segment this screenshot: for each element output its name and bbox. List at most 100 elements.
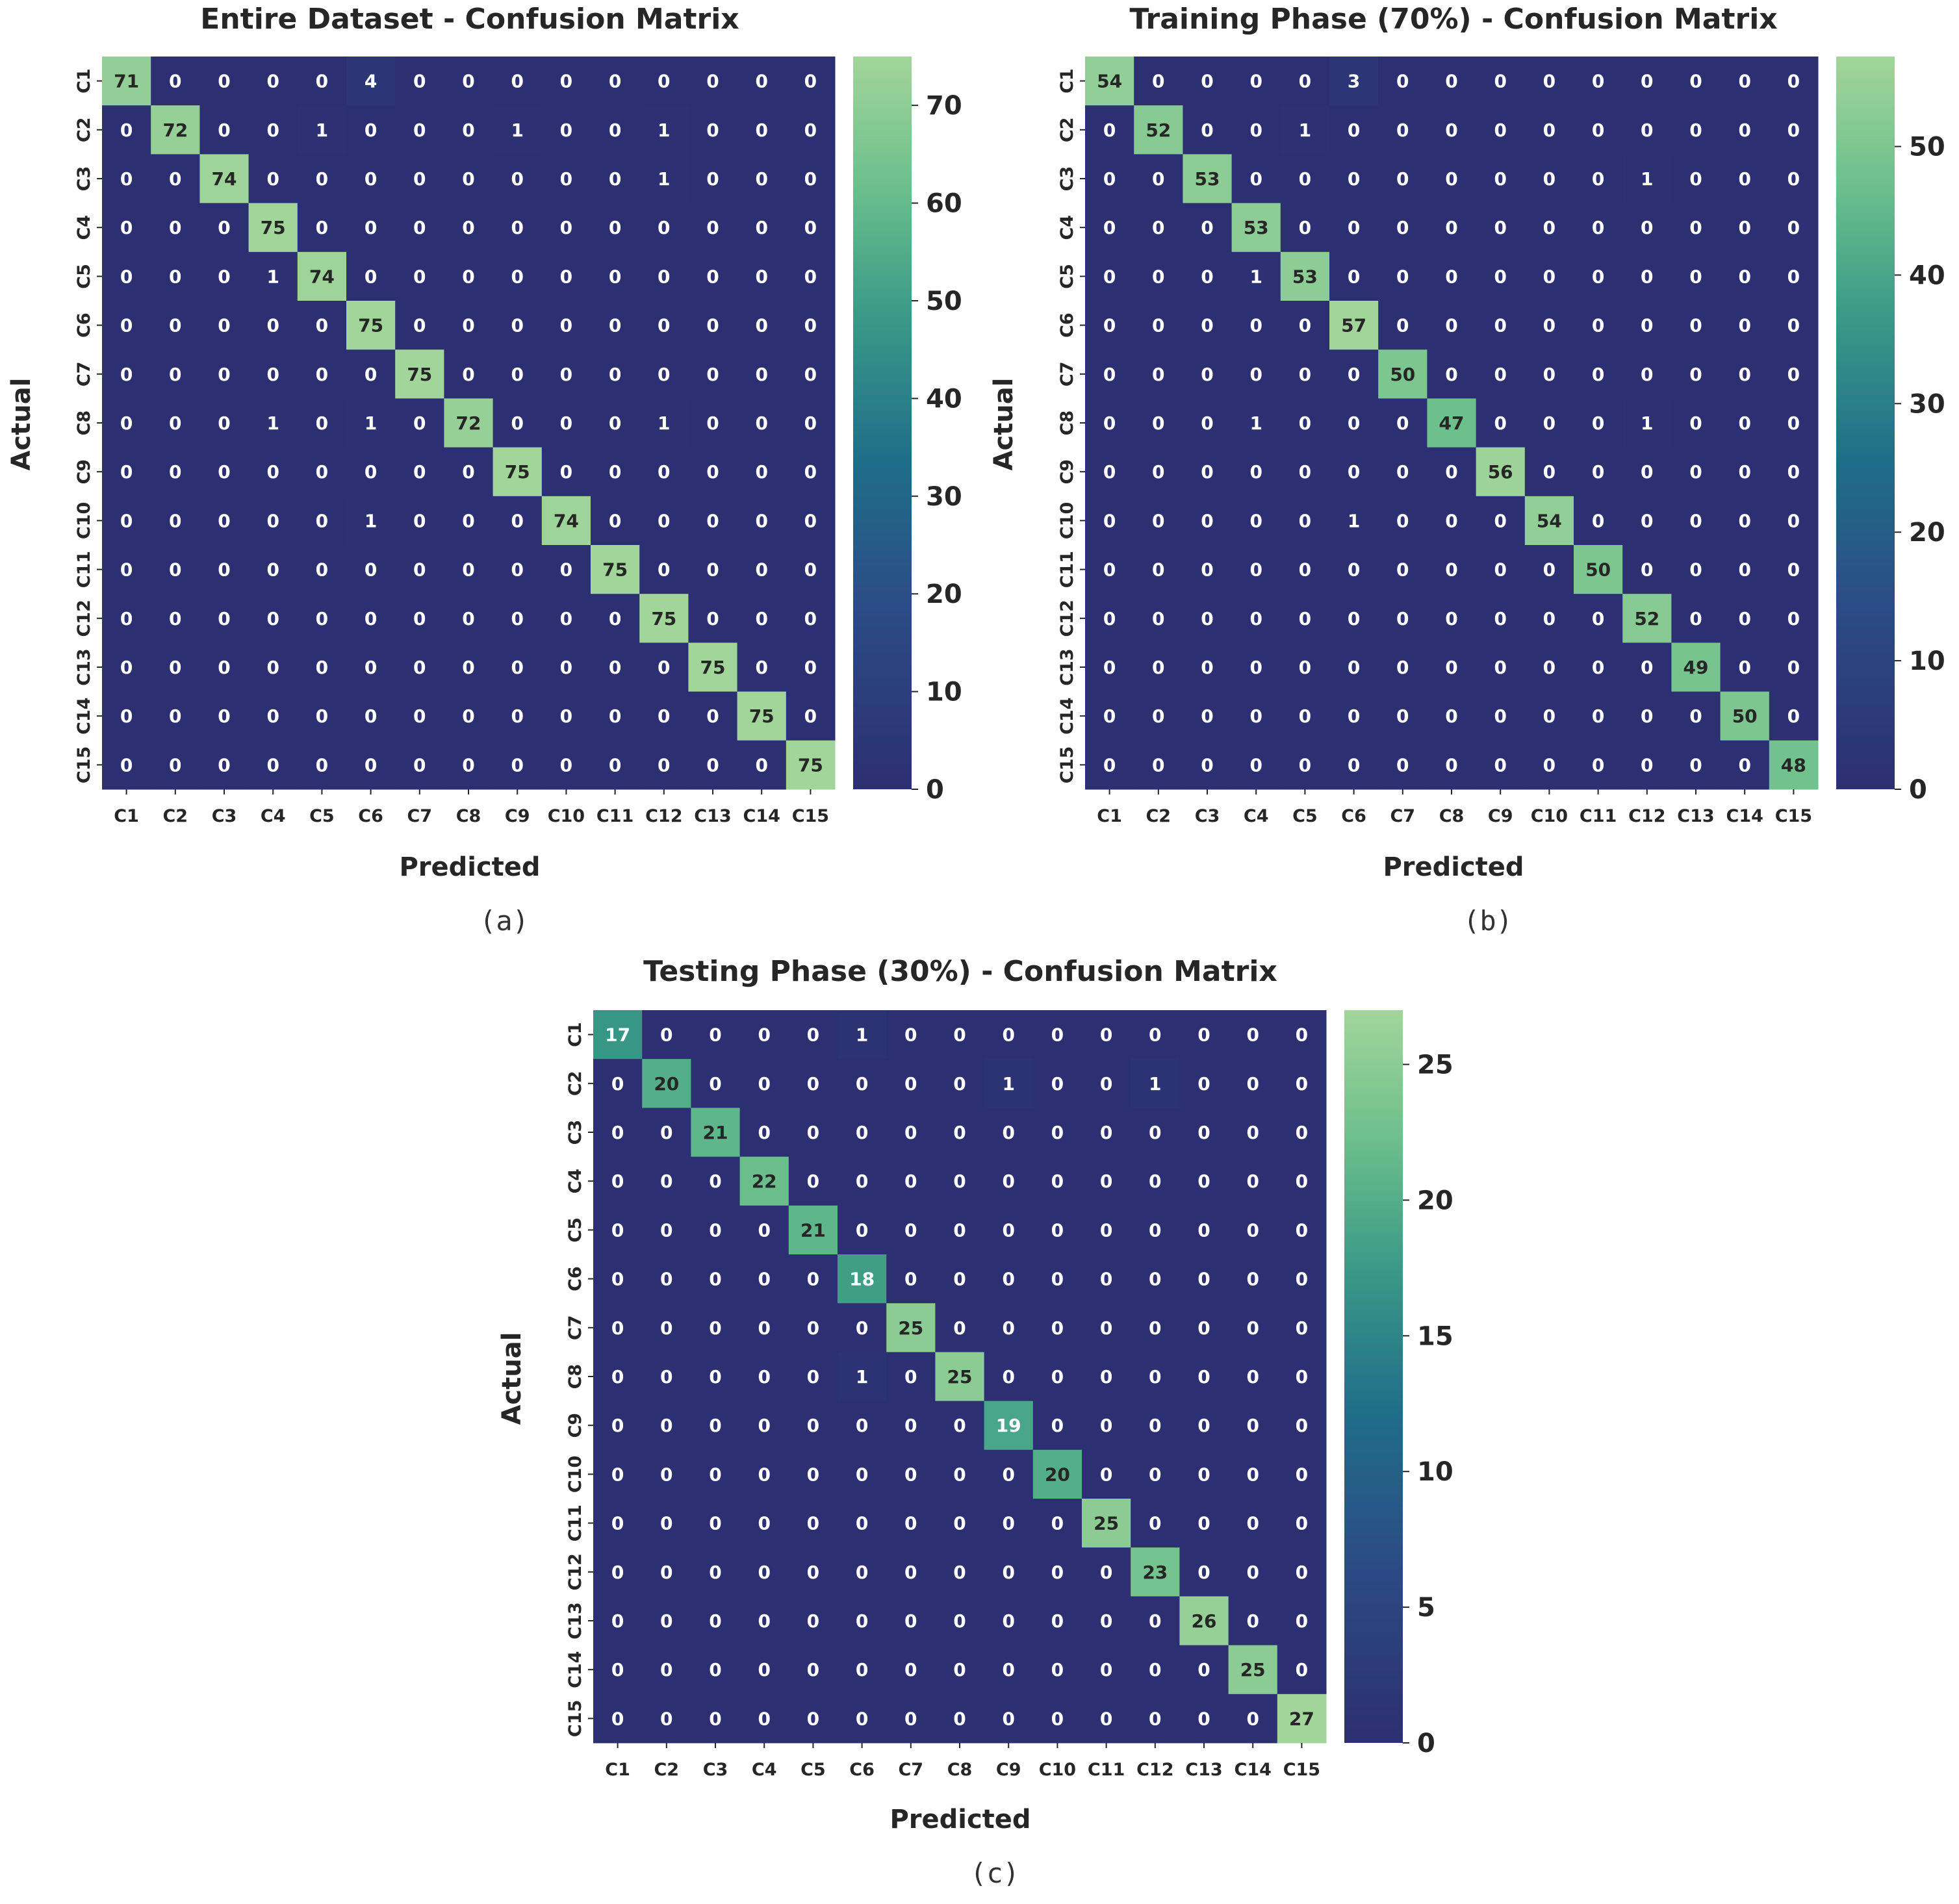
panel-c-cell-label-r6-c3: 0 <box>709 1269 721 1290</box>
panel-b-cell-r15-c5 <box>1280 740 1330 790</box>
panel-a-cell-r11-c13 <box>688 545 738 594</box>
panel-b-cell-label-r9-c8: 0 <box>1445 461 1457 483</box>
panel-c-cell-r15-c8 <box>935 1694 985 1744</box>
panel-b-cell-label-r15-c6: 0 <box>1348 754 1360 776</box>
panel-b-cell-r14-c1 <box>1085 691 1134 741</box>
panel-a-cell-label-r8-c4: 1 <box>266 413 279 434</box>
panel-b-cell-r14-c11 <box>1574 691 1623 741</box>
panel-b-cell-label-r2-c3: 0 <box>1201 120 1213 141</box>
panel-c-cell-label-r3-c9: 0 <box>1002 1122 1014 1143</box>
panel-b-cell-label-r4-c14: 0 <box>1738 217 1750 238</box>
panel-a-cell-r4-c14 <box>737 203 787 253</box>
panel-a-cell-r11-c7 <box>395 545 444 594</box>
panel-b-cell-label-r9-c10: 0 <box>1543 461 1556 483</box>
panel-b-cell-label-r13-c2: 0 <box>1152 657 1164 678</box>
panel-c-cell-r6-c4 <box>739 1254 789 1304</box>
panel-a-cell-label-r14-c14: 75 <box>749 705 775 727</box>
panel-b-cell-r7-c5 <box>1280 349 1330 399</box>
panel-c-cell-label-r13-c8: 0 <box>953 1610 966 1632</box>
panel-c-cell-label-r6-c2: 0 <box>660 1269 672 1290</box>
panel-a-cell-label-r1-c3: 0 <box>218 71 230 92</box>
panel-b-cell-label-r3-c7: 0 <box>1396 168 1409 190</box>
panel-b-cell-r8-c8 <box>1427 398 1477 448</box>
panel-c-cell-label-r13-c2: 0 <box>660 1610 672 1632</box>
panel-b-cell-label-r7-c3: 0 <box>1201 364 1213 385</box>
panel-c-cell-label-r9-c1: 0 <box>611 1415 624 1436</box>
panel-a-cell-r15-c9 <box>493 740 543 790</box>
panel-c-cell-label-r12-c1: 0 <box>611 1562 624 1583</box>
panel-b-cell-r8-c2 <box>1134 398 1183 448</box>
panel-a-cell-r7-c12 <box>639 349 689 399</box>
panel-b-cell-label-r12-c14: 0 <box>1738 608 1750 629</box>
panel-a-cell-label-r6-c2: 0 <box>169 315 181 336</box>
panel-a-cell-r1-c4 <box>248 57 298 106</box>
panel-c-colorbar-tick-0: 0 <box>1417 1729 1435 1758</box>
panel-a-cell-r11-c6 <box>346 545 396 594</box>
panel-c-cell-label-r2-c6: 0 <box>856 1073 868 1095</box>
panel-a-cell-label-r3-c2: 0 <box>169 168 181 190</box>
panel-b-cell-r6-c14 <box>1720 301 1770 350</box>
panel-a-cell-r3-c3 <box>199 154 250 204</box>
panel-a-cell-label-r10-c1: 0 <box>120 510 133 531</box>
panel-a-cell-r5-c12 <box>639 251 689 301</box>
panel-b-cell-r10-c12 <box>1622 496 1672 546</box>
panel-b-cell-r15-c7 <box>1378 740 1428 790</box>
panel-a-cell-r4-c8 <box>444 203 494 253</box>
panel-c-y-tick-C4: C4 <box>565 1169 585 1194</box>
panel-a-cell-label-r8-c15: 0 <box>804 413 817 434</box>
panel-a-cell-label-r2-c15: 0 <box>804 120 817 141</box>
panel-a-cell-r9-c13 <box>688 447 738 497</box>
panel-a-cell-r14-c15 <box>786 691 836 741</box>
panel-b-cell-label-r8-c3: 0 <box>1201 413 1213 434</box>
panel-c-cell-label-r10-c13: 0 <box>1197 1464 1210 1485</box>
panel-b-cell-label-r12-c6: 0 <box>1348 608 1360 629</box>
panel-a-cell-label-r15-c5: 0 <box>316 754 328 776</box>
panel-b-cell-label-r8-c1: 0 <box>1103 413 1116 434</box>
panel-c-cell-label-r9-c3: 0 <box>709 1415 721 1436</box>
panel-a-cell-label-r13-c12: 0 <box>658 657 670 678</box>
panel-c-cell-r9-c7 <box>886 1401 936 1451</box>
panel-a-cell-r15-c5 <box>297 740 347 790</box>
panel-b-cell-r4-c7 <box>1378 203 1428 253</box>
panel-b-cell-label-r15-c15: 48 <box>1781 754 1806 776</box>
panel-a-cell-label-r10-c4: 0 <box>266 510 279 531</box>
panel-a-cell-r14-c8 <box>444 691 494 741</box>
panel-c-cell-r5-c14 <box>1228 1205 1278 1255</box>
panel-c-cell-label-r12-c2: 0 <box>660 1562 672 1583</box>
panel-c-cell-label-r14-c6: 0 <box>856 1659 868 1681</box>
panel-a-cell-r11-c2 <box>151 545 200 594</box>
panel-b-cell-label-r5-c12: 0 <box>1641 266 1653 287</box>
panel-c-cell-label-r3-c11: 0 <box>1100 1122 1112 1143</box>
panel-a-cell-label-r12-c10: 0 <box>560 608 572 629</box>
panel-a-cell-r6-c6 <box>346 301 396 350</box>
panel-a-cell-r4-c11 <box>591 203 640 253</box>
panel-b-cell-label-r12-c10: 0 <box>1543 608 1556 629</box>
panel-b-cell-label-r13-c15: 0 <box>1787 657 1800 678</box>
panel-b-y-tick-C9: C9 <box>1057 459 1077 485</box>
panel-c-colorbar <box>1344 1010 1403 1743</box>
panel-c-cell-label-r15-c12: 0 <box>1149 1708 1161 1729</box>
panel-c-cell-r7-c15 <box>1277 1303 1327 1352</box>
panel-b-cell-r4-c1 <box>1085 203 1134 253</box>
panel-c-cell-r1-c6 <box>838 1010 887 1060</box>
panel-b-cell-label-r14-c3: 0 <box>1201 705 1213 727</box>
panel-b-x-tick-C2: C2 <box>1146 806 1171 826</box>
panel-b-cell-label-r10-c10: 54 <box>1537 510 1562 531</box>
panel-b-cell-r14-c7 <box>1378 691 1428 741</box>
panel-c-cell-r1-c10 <box>1032 1010 1082 1060</box>
panel-b-y-axis-label: Actual <box>989 378 1019 471</box>
panel-b-cell-label-r2-c11: 0 <box>1592 120 1604 141</box>
panel-c-cell-label-r15-c4: 0 <box>758 1708 770 1729</box>
panel-a-cell-label-r5-c2: 0 <box>169 266 181 287</box>
panel-c-cell-label-r15-c7: 0 <box>904 1708 917 1729</box>
panel-b-cell-label-r4-c6: 0 <box>1348 217 1360 238</box>
panel-c-cell-label-r5-c5: 21 <box>800 1219 826 1241</box>
panel-a-cell-label-r4-c14: 0 <box>755 217 767 238</box>
panel-c-cell-r14-c7 <box>886 1645 936 1695</box>
panel-c-cell-r6-c15 <box>1277 1254 1327 1304</box>
panel-a-cell-r4-c9 <box>493 203 543 253</box>
panel-b-cell-r13-c8 <box>1427 642 1477 692</box>
panel-a-cell-label-r10-c8: 0 <box>462 510 474 531</box>
panel-b-cell-r7-c8 <box>1427 349 1477 399</box>
panel-a-cell-label-r9-c3: 0 <box>218 461 230 483</box>
